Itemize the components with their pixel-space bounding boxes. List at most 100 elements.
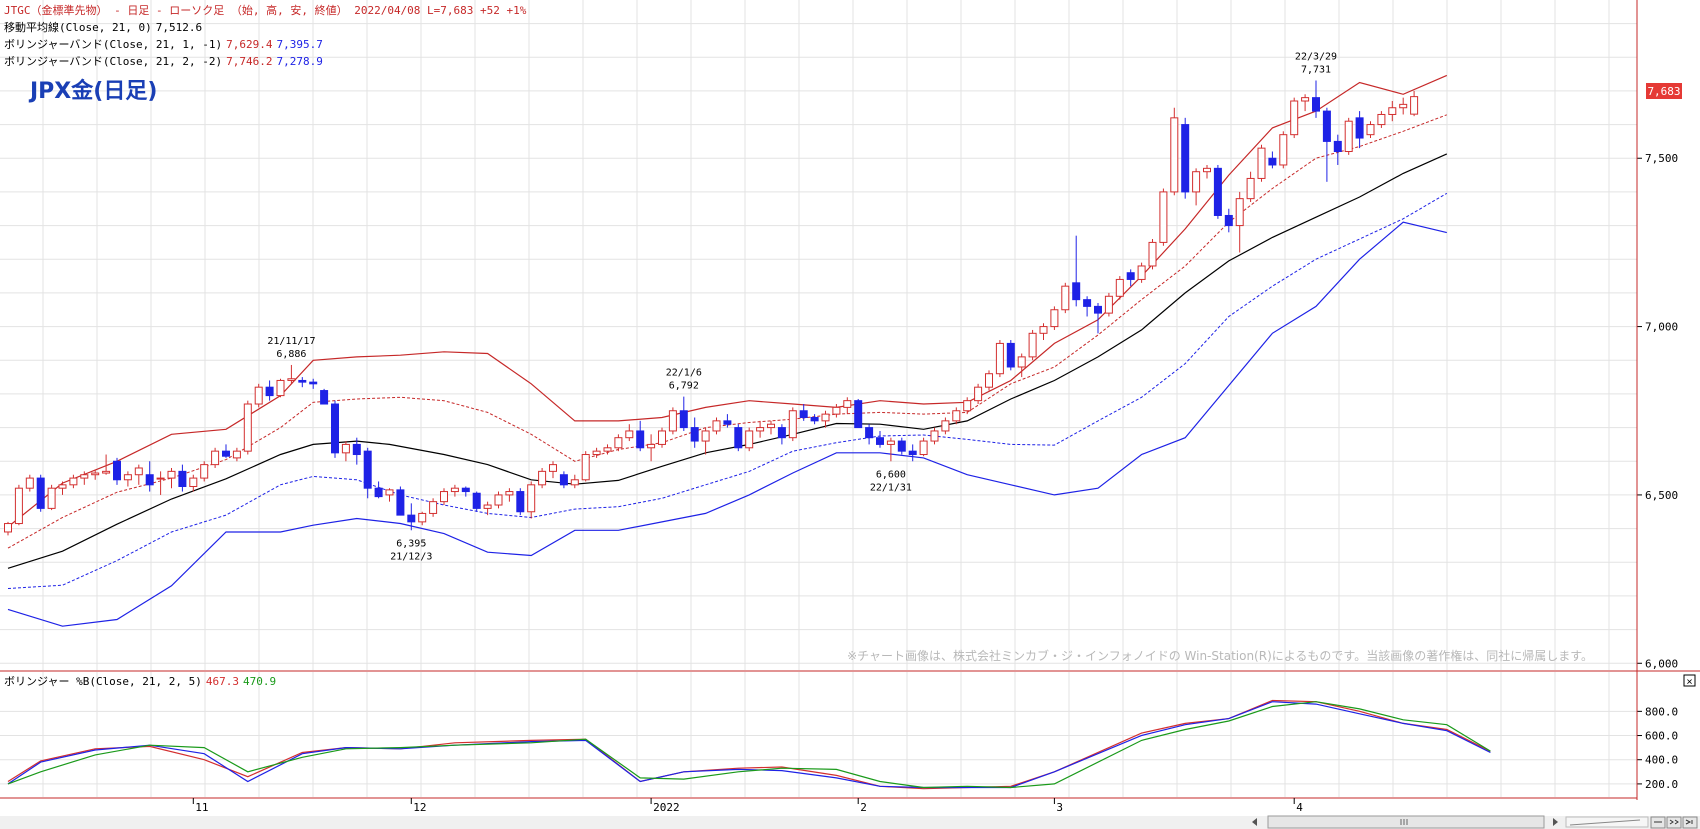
candle-body xyxy=(36,477,45,509)
candle-body xyxy=(265,386,274,397)
candle-body xyxy=(538,470,547,486)
candle-body xyxy=(723,420,732,425)
candle-body xyxy=(80,474,89,479)
pb-legend-value1: 467.3 xyxy=(206,675,239,688)
candle-body xyxy=(69,477,78,486)
candle-body xyxy=(1137,265,1146,280)
bb2-legend-label: ボリンジャーバンド(Close, 21, 2, -2) xyxy=(4,55,222,68)
candle-body xyxy=(549,464,557,472)
chart-header-title: JTGC（金標準先物） - 日足 - ローソク足 （始, 高, 安, 終値） 2… xyxy=(4,3,527,17)
candle-body xyxy=(1257,147,1266,179)
zoom-slider-track xyxy=(1569,819,1641,826)
candle-body xyxy=(1061,285,1070,311)
candle-body xyxy=(461,487,470,493)
candle-body xyxy=(1322,110,1331,142)
candle-body xyxy=(113,460,121,481)
bb2-legend-lower: 7,278.9 xyxy=(276,55,322,68)
candle-body xyxy=(200,464,209,479)
grid xyxy=(0,0,1637,797)
pb-pane-close-button[interactable] xyxy=(1683,674,1696,687)
candle-body xyxy=(134,467,143,476)
candle-body xyxy=(1366,124,1375,136)
bb2-legend-upper: 7,746.2 xyxy=(226,55,272,68)
price-tick-label: 7,000 xyxy=(1645,321,1678,334)
time-tick-label: 3 xyxy=(1056,801,1063,814)
candle-body xyxy=(1279,134,1288,166)
annotation-value: 6,600 xyxy=(876,469,906,480)
candle-body xyxy=(974,386,983,402)
candle-body xyxy=(559,474,568,486)
annotation-value: 6,395 xyxy=(396,538,426,549)
candle-body xyxy=(1268,157,1277,166)
candle-body xyxy=(1377,113,1386,126)
candle-body xyxy=(243,403,252,452)
candle-body xyxy=(1213,167,1222,216)
candle-body xyxy=(570,479,579,486)
candle-body xyxy=(1388,107,1397,115)
candle-body xyxy=(897,440,906,452)
bb2-legend: ボリンジャーバンド(Close, 21, 2, -2) 7,746.2 7,278.… xyxy=(4,55,323,68)
candle-body xyxy=(1104,295,1113,314)
candle-body xyxy=(298,379,307,383)
last-price-tag xyxy=(1646,83,1682,99)
bb1-legend: ボリンジャーバンド(Close, 21, 1, -1) 7,629.4 7,395.… xyxy=(4,38,323,51)
candle-body xyxy=(222,450,230,457)
candle-body xyxy=(47,487,56,509)
candle-body xyxy=(1072,282,1081,301)
candle-body xyxy=(603,447,612,452)
candle-body xyxy=(145,474,154,486)
annotation-value: 6,792 xyxy=(669,381,699,392)
candle-body xyxy=(767,423,775,429)
scroll-right-arrow-icon[interactable] xyxy=(1553,818,1558,826)
price-axis: 6,000 6,500 7,000 7,500 200.0 400.0 600.0 800.0 xyxy=(1637,152,1678,791)
candle-body xyxy=(1235,198,1244,227)
candle-body xyxy=(788,410,797,439)
candle-body xyxy=(810,416,819,422)
time-tick-label: 2022 xyxy=(653,801,680,814)
candle-body xyxy=(712,420,721,432)
time-tick-label: 4 xyxy=(1296,801,1303,814)
annotations: 21/11/17 6,886 6,395 21/12/3 22/1/6 6,792 6,60… xyxy=(267,51,1337,562)
pb-tick-label: 600.0 xyxy=(1645,730,1678,743)
scrollbar-thumb[interactable] xyxy=(1267,815,1545,829)
candle-body xyxy=(581,454,590,481)
candle-body xyxy=(1410,96,1419,115)
percent-b-pane xyxy=(7,699,1491,790)
zoom-out-button[interactable] xyxy=(1666,816,1682,829)
candle-body xyxy=(483,504,492,509)
candle-body xyxy=(1126,272,1135,280)
scroll-left-arrow-icon[interactable] xyxy=(1252,818,1257,826)
last-price-label: 7,683 xyxy=(1647,85,1680,98)
candle-body xyxy=(756,427,765,432)
candle-body xyxy=(102,470,111,474)
candle-body xyxy=(1115,278,1124,297)
candle-body xyxy=(440,491,448,503)
copyright-notice: ※チャート画像は、株式会社ミンカブ・ジ・インフォノイドの Win-Station… xyxy=(847,648,1593,663)
candle-body xyxy=(1224,214,1233,227)
candle-body xyxy=(854,400,863,429)
candle-body xyxy=(418,512,427,523)
candle-body xyxy=(1246,177,1255,200)
annotation-value: 6,886 xyxy=(276,349,306,360)
candle-body xyxy=(668,410,677,432)
chart-big-title: JPX金(日足) xyxy=(28,78,157,104)
ma-legend-value: 7,512.6 xyxy=(156,21,202,34)
candle-body xyxy=(450,487,459,493)
candle-body xyxy=(799,410,808,418)
time-tick-label: 2 xyxy=(860,801,867,814)
candle-body xyxy=(1312,97,1320,112)
candle-body xyxy=(505,491,514,496)
candle-body xyxy=(1399,103,1408,109)
candle-body xyxy=(908,450,917,456)
pb-legend-value2: 470.9 xyxy=(243,675,276,688)
ma-legend: 移動平均線(Close, 21, 0) 7,512.6 xyxy=(4,20,202,34)
candle-body xyxy=(91,472,100,476)
candle-body xyxy=(494,494,503,506)
zoom-out-icon xyxy=(1669,819,1679,825)
bb1-legend-lower: 7,395.7 xyxy=(276,38,322,51)
candle-body xyxy=(614,437,623,449)
candle-body xyxy=(1203,167,1211,173)
candle-body xyxy=(527,484,536,513)
candle-body xyxy=(690,427,699,442)
candle-body xyxy=(1083,299,1092,307)
